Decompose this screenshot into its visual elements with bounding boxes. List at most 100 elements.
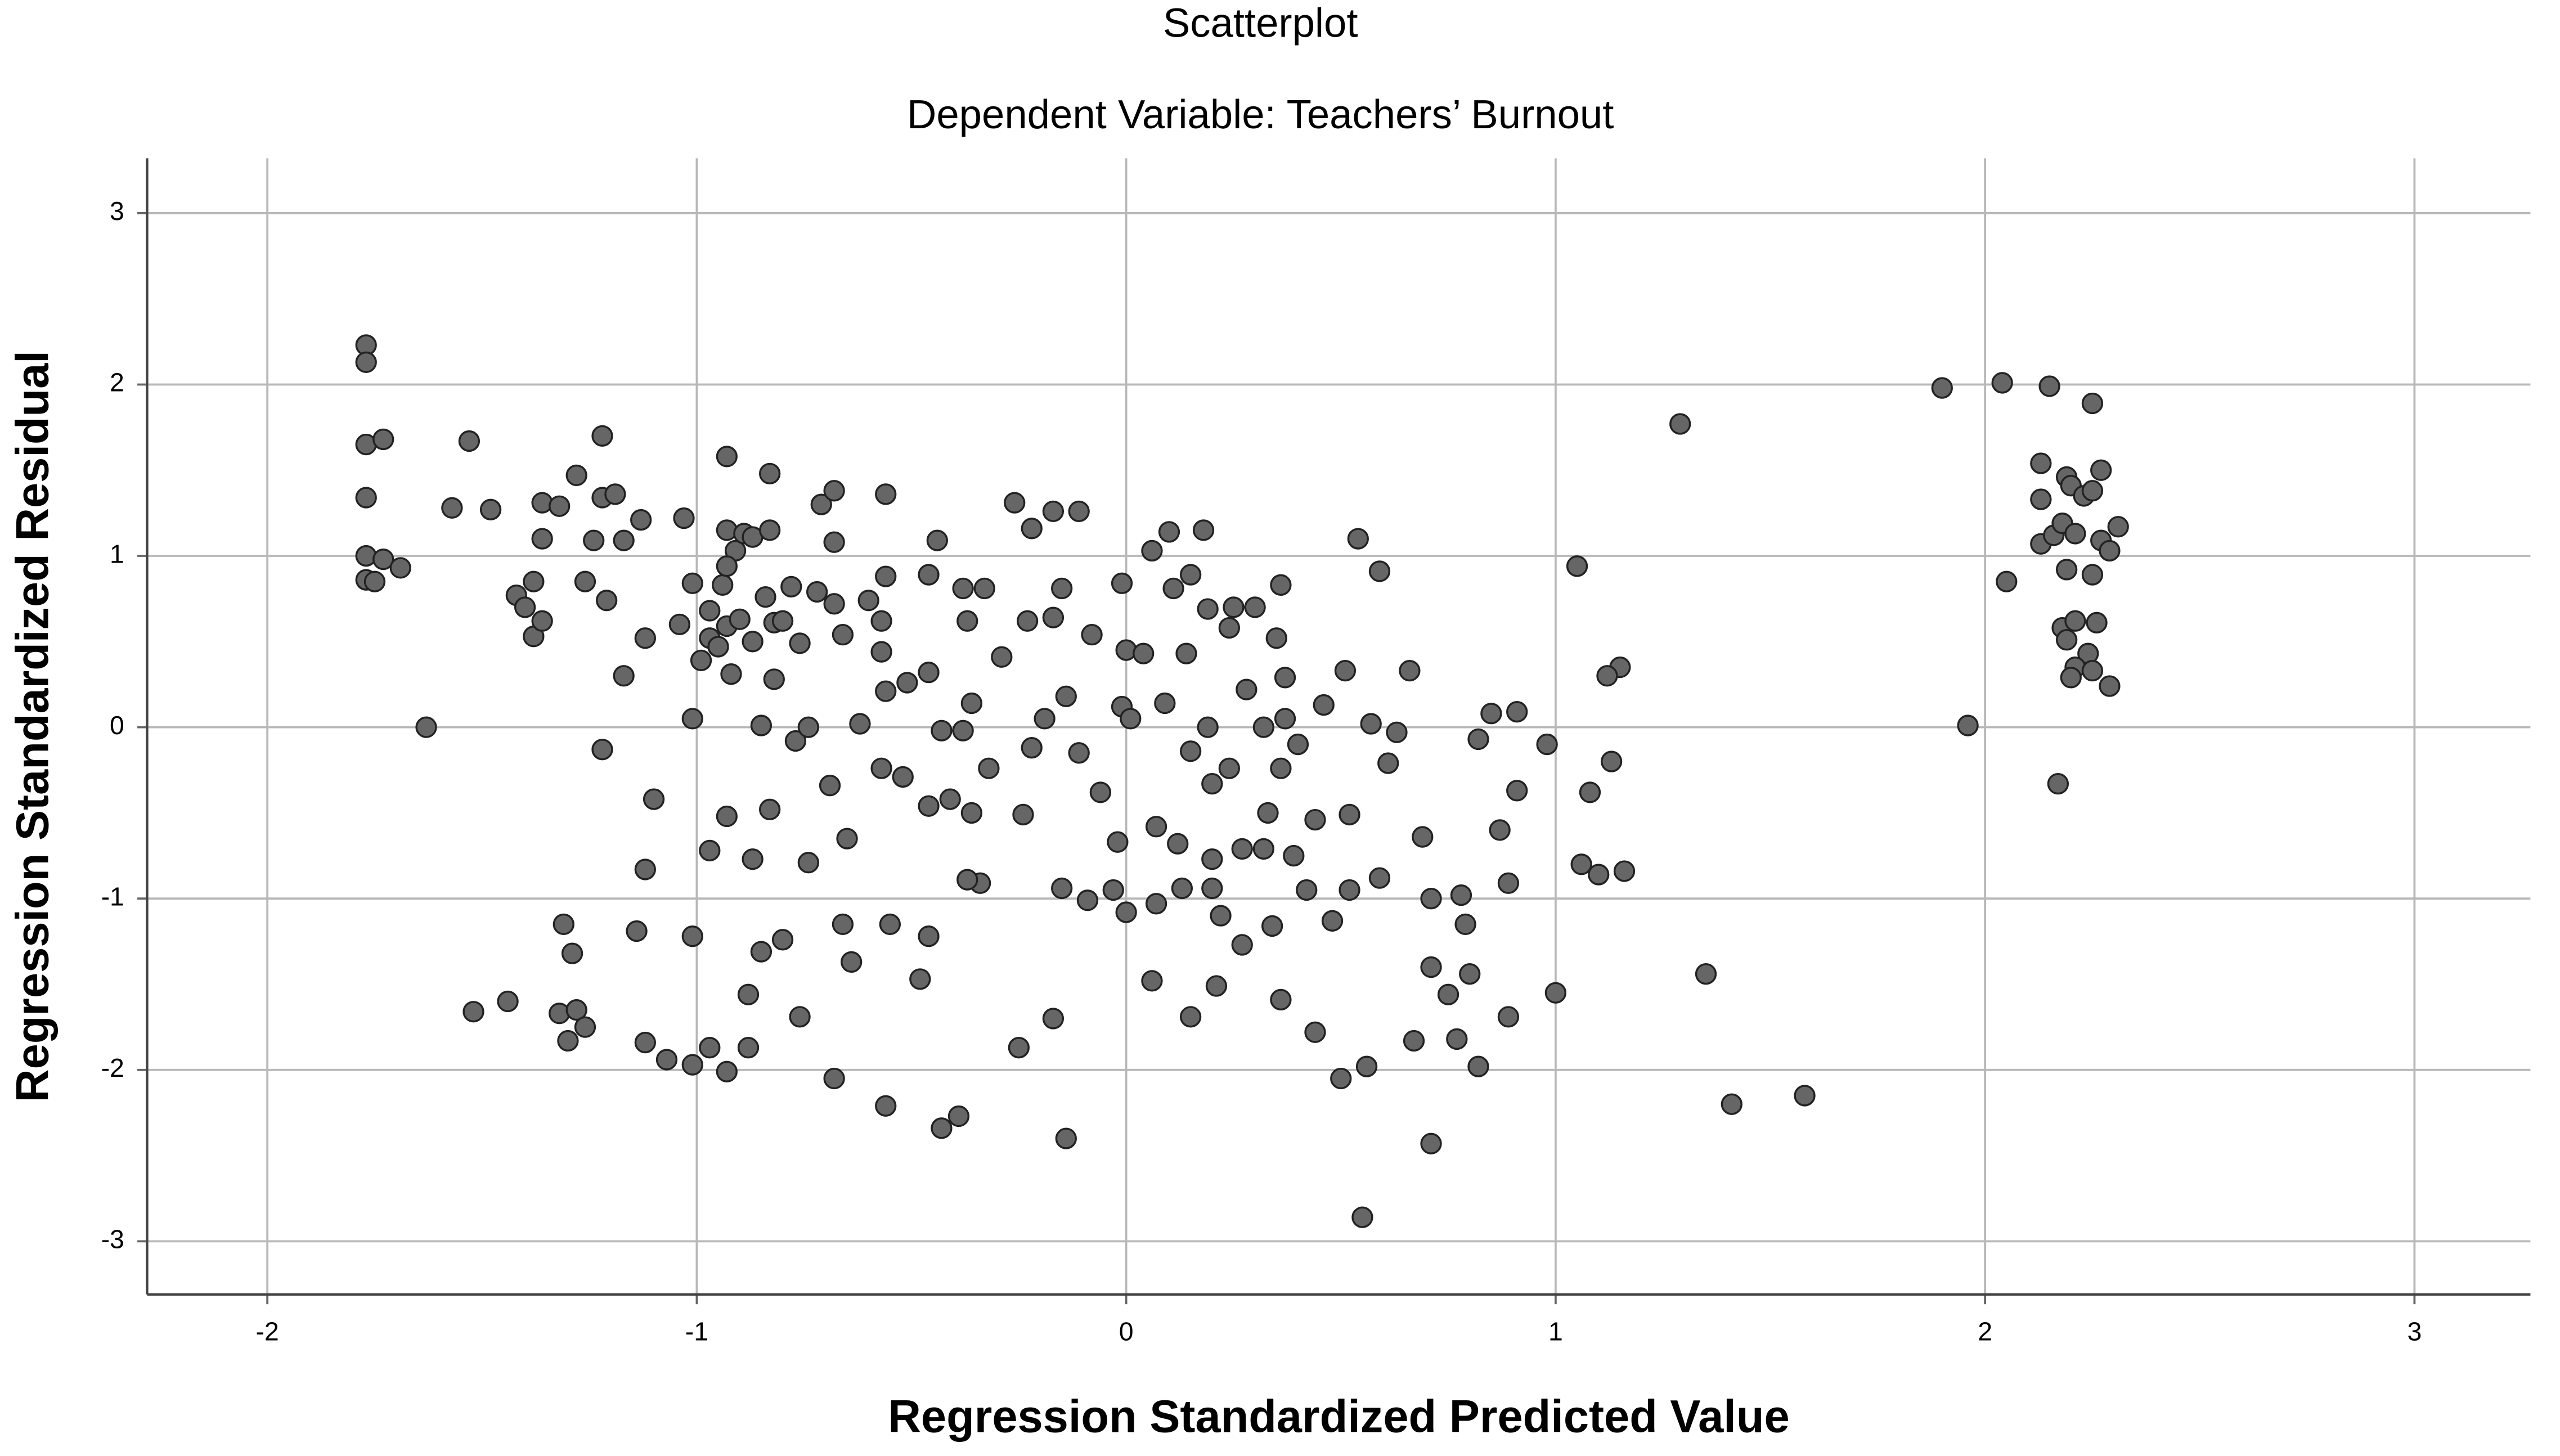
point xyxy=(849,713,871,735)
point xyxy=(2047,772,2069,795)
point xyxy=(1042,606,1065,628)
point xyxy=(1111,572,1133,594)
x-tick-label: 2 xyxy=(1978,1317,1992,1346)
point xyxy=(372,548,394,570)
point xyxy=(742,631,763,653)
point xyxy=(1141,540,1163,562)
point xyxy=(857,590,879,612)
point xyxy=(956,610,978,632)
point xyxy=(836,828,858,850)
point xyxy=(931,720,953,742)
point xyxy=(1115,901,1137,923)
point xyxy=(716,555,738,577)
point xyxy=(1145,816,1167,838)
point xyxy=(574,570,596,592)
point xyxy=(819,775,841,797)
point xyxy=(591,425,613,447)
point xyxy=(2055,559,2078,581)
point xyxy=(1544,982,1567,1004)
point xyxy=(673,507,695,529)
point xyxy=(355,545,377,567)
point xyxy=(1347,528,1369,550)
point xyxy=(806,581,828,603)
point xyxy=(1145,893,1167,915)
point xyxy=(1102,879,1124,901)
point xyxy=(1437,983,1459,1005)
point xyxy=(870,641,892,663)
point xyxy=(2064,610,2086,632)
point xyxy=(561,942,583,964)
x-tick-label: -1 xyxy=(685,1317,708,1346)
point xyxy=(1794,1085,1816,1107)
point xyxy=(823,593,845,615)
point xyxy=(613,529,635,551)
point xyxy=(1076,889,1099,911)
point xyxy=(1459,963,1481,985)
point xyxy=(931,1117,953,1139)
point xyxy=(2030,452,2052,474)
point xyxy=(690,649,712,671)
point xyxy=(1570,853,1592,875)
point xyxy=(1991,372,2013,394)
point xyxy=(1304,808,1326,831)
point xyxy=(973,577,995,600)
point xyxy=(1596,665,1618,687)
point xyxy=(1412,826,1434,848)
point xyxy=(1218,757,1240,779)
point xyxy=(2090,459,2112,481)
point xyxy=(1274,708,1296,730)
point xyxy=(1171,877,1193,900)
point xyxy=(1210,905,1232,927)
point xyxy=(1957,714,1979,736)
point xyxy=(549,1003,571,1024)
point xyxy=(1613,860,1636,882)
point xyxy=(909,968,931,990)
point xyxy=(1506,780,1528,802)
point xyxy=(875,680,897,702)
point xyxy=(2038,375,2060,397)
point xyxy=(2060,667,2082,689)
point xyxy=(2055,629,2078,651)
point xyxy=(1236,678,1257,700)
point xyxy=(1420,888,1442,910)
point xyxy=(574,1016,596,1038)
point xyxy=(549,495,571,517)
point xyxy=(699,600,721,622)
point xyxy=(771,929,794,951)
point xyxy=(939,788,961,810)
point xyxy=(870,610,892,632)
point xyxy=(1403,1030,1425,1052)
point xyxy=(1133,642,1155,664)
point xyxy=(634,859,656,880)
point xyxy=(771,610,794,632)
point xyxy=(531,528,553,550)
x-tick-label: 0 xyxy=(1119,1317,1134,1346)
point xyxy=(1197,716,1219,738)
point xyxy=(720,663,742,685)
point xyxy=(754,586,776,608)
point xyxy=(1321,910,1344,932)
point xyxy=(1270,574,1292,596)
point xyxy=(372,428,394,451)
point xyxy=(716,519,738,541)
point xyxy=(630,509,652,531)
point xyxy=(1158,521,1180,543)
point xyxy=(832,913,854,936)
point xyxy=(918,925,940,947)
point xyxy=(797,852,819,874)
point xyxy=(1008,1037,1030,1059)
point xyxy=(1261,915,1283,937)
point xyxy=(1042,1008,1065,1030)
point xyxy=(1446,1028,1468,1050)
point xyxy=(1506,701,1528,723)
point xyxy=(1330,1067,1352,1090)
point xyxy=(1223,596,1245,618)
point xyxy=(1566,555,1588,577)
point xyxy=(1368,867,1391,889)
point xyxy=(2081,659,2104,682)
point xyxy=(1179,564,1202,586)
point xyxy=(875,1095,897,1117)
point xyxy=(1016,610,1039,632)
point xyxy=(655,1049,678,1071)
